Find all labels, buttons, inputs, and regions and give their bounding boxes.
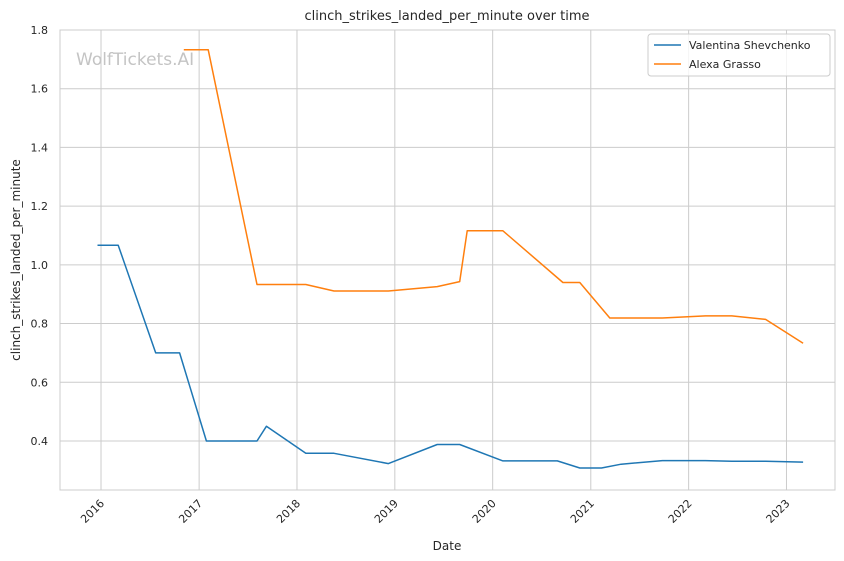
y-tick-label: 1.2 <box>31 200 49 213</box>
y-tick-label: 0.6 <box>31 376 49 389</box>
y-tick-label: 0.4 <box>31 435 49 448</box>
series-line-alexa-grasso <box>183 48 804 344</box>
legend-label-alexa-grasso: Alexa Grasso <box>689 58 761 71</box>
y-tick-label: 1.8 <box>31 24 49 37</box>
legend-label-valentina-shevchenko: Valentina Shevchenko <box>689 39 811 52</box>
plot-frame <box>59 29 836 491</box>
y-axis-ticks: 0.4 0.6 0.8 1.0 1.2 1.4 1.6 1.8 <box>31 24 49 448</box>
y-tick-label: 1.6 <box>31 83 49 96</box>
series-line-valentina-shevchenko <box>97 244 804 469</box>
watermark-text: WolfTickets.AI <box>76 50 194 70</box>
legend: Valentina Shevchenko Alexa Grasso <box>647 33 831 77</box>
y-tick-label: 1.4 <box>31 141 49 154</box>
y-tick-label: 1.0 <box>31 259 49 272</box>
legend-box <box>647 33 831 77</box>
series-layer <box>97 48 804 469</box>
x-axis-label: Date <box>433 539 462 553</box>
grid <box>60 29 835 490</box>
y-axis-label: clinch_strikes_landed_per_minute <box>9 159 23 361</box>
chart-title: clinch_strikes_landed_per_minute over ti… <box>304 9 589 24</box>
y-tick-label: 0.8 <box>31 318 49 331</box>
